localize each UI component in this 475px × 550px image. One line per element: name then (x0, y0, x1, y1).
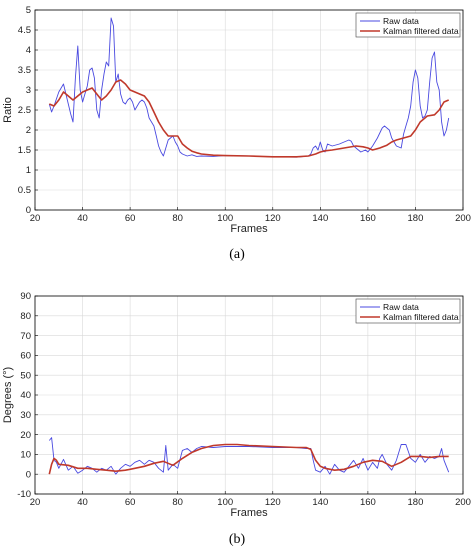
y-tick-label: 20 (20, 430, 31, 441)
y-tick-label: 40 (20, 390, 31, 401)
x-tick-label: 80 (172, 213, 183, 224)
x-tick-label: 160 (360, 497, 376, 508)
y-tick-label: 4.5 (18, 25, 31, 36)
y-tick-label: 10 (20, 450, 31, 461)
y-tick-label: 4 (26, 45, 31, 56)
x-axis-title: Frames (230, 507, 268, 519)
y-tick-label: -10 (17, 489, 31, 500)
raw-data-line (48, 437, 450, 475)
x-tick-label: 60 (125, 497, 136, 508)
x-tick-label: 100 (217, 497, 233, 508)
kalman-filtered-line (48, 443, 449, 475)
x-tick-label: 100 (217, 213, 233, 224)
legend-box (355, 298, 461, 324)
legend-label: Raw data (383, 302, 419, 312)
y-tick-label: 3 (26, 85, 31, 96)
y-tick-label: 90 (20, 291, 31, 302)
x-tick-label: 140 (312, 497, 328, 508)
y-tick-label: 60 (20, 351, 31, 362)
figure-caption: (a) (229, 247, 245, 262)
x-tick-label: 180 (408, 497, 424, 508)
y-tick-label: 50 (20, 370, 31, 381)
x-tick-label: 160 (360, 213, 376, 224)
y-tick-label: 1.5 (18, 145, 31, 156)
x-tick-label: 180 (408, 213, 424, 224)
y-tick-label: 80 (20, 311, 31, 322)
x-tick-label: 120 (265, 213, 281, 224)
y-tick-label: 2 (26, 125, 31, 136)
y-tick-label: 3.5 (18, 65, 31, 76)
x-tick-label: 140 (312, 213, 328, 224)
x-tick-label: 120 (265, 497, 281, 508)
legend-label: Kalman filtered data (383, 312, 459, 322)
y-tick-label: 0 (26, 469, 31, 480)
x-tick-label: 20 (30, 213, 41, 224)
y-tick-label: 30 (20, 410, 31, 421)
x-tick-label: 200 (455, 497, 471, 508)
legend-label: Kalman filtered data (383, 26, 459, 36)
y-tick-label: 5 (26, 5, 31, 16)
y-axis-title: Ratio (2, 97, 14, 123)
x-tick-label: 80 (172, 497, 183, 508)
y-axis-title: Degrees (°) (2, 367, 14, 423)
x-tick-label: 40 (77, 213, 88, 224)
x-tick-label: 60 (125, 213, 136, 224)
raw-data-line (48, 17, 450, 158)
y-tick-label: 1 (26, 165, 31, 176)
chart-b: 20 40 60 80 100 120 140 160 180 200 -10 0 10 20 30 40 50… (2, 291, 471, 547)
x-tick-label: 200 (455, 213, 471, 224)
figure-caption: (b) (229, 532, 246, 547)
legend-box (355, 12, 461, 38)
y-tick-label: 0 (26, 205, 31, 216)
y-tick-label: 2.5 (18, 105, 31, 116)
kalman-filtered-line (48, 79, 450, 158)
x-tick-label: 20 (30, 497, 41, 508)
chart-a: 20 40 60 80 100 120 140 160 180 200 0 0.5 1 1.5 2 2.5 3 3… (2, 5, 471, 262)
legend-label: Raw data (383, 16, 419, 26)
x-axis-title: Frames (230, 223, 268, 235)
y-tick-label: 0.5 (18, 185, 31, 196)
y-tick-label: 70 (20, 331, 31, 342)
x-tick-label: 40 (77, 497, 88, 508)
